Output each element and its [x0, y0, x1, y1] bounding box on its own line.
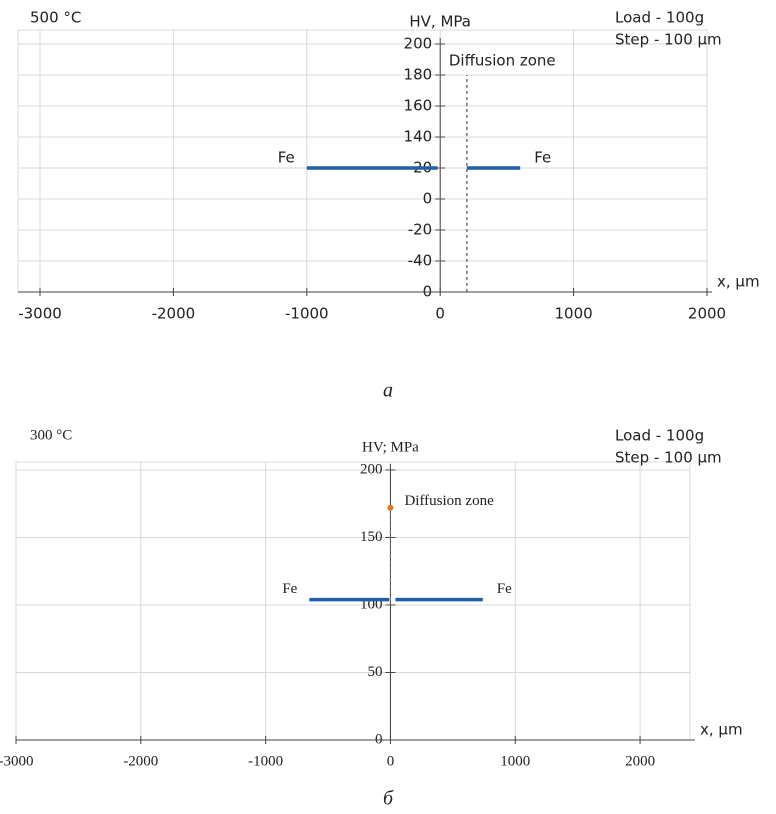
x-tick-label: -2000 [152, 305, 196, 323]
annotation: Diffusion zone [449, 52, 556, 70]
y-tick-label: 150 [360, 529, 383, 545]
note: Step - 100 µm [615, 31, 722, 49]
x-tick-label: 1000 [555, 305, 593, 323]
chart-title: 500 °C [30, 9, 81, 27]
y-tick-label: 140 [404, 128, 433, 146]
y-axis-label: HV, MPa [409, 13, 471, 31]
x-tick-label: 2000 [688, 305, 726, 323]
x-tick-label: -2000 [123, 753, 158, 769]
series-label: Fe [534, 149, 551, 167]
series-label: Fe [278, 149, 295, 167]
caption: б [383, 788, 394, 810]
y-tick-label: 50 [367, 664, 382, 680]
y-tick-label: -20 [408, 221, 433, 239]
y-tick-label: 0 [375, 731, 383, 747]
x-tick-label: 0 [387, 753, 395, 769]
x-tick-label: 1000 [500, 753, 530, 769]
point [387, 504, 394, 511]
series-label: Fe [497, 581, 512, 597]
series-label: Fe [282, 581, 297, 597]
y-tick-label: -40 [408, 252, 433, 270]
caption: a [383, 380, 393, 402]
y-axis-label: HV; MPa [362, 439, 419, 455]
plot-frame [17, 29, 708, 293]
y-tick-label: 200 [360, 461, 383, 477]
y-tick-label: 200 [404, 35, 433, 53]
x-tick-label: 2000 [625, 753, 655, 769]
x-tick-label: -3000 [0, 753, 34, 769]
x-tick-label: -1000 [285, 305, 329, 323]
annotation: Diffusion zone [404, 493, 494, 509]
x-axis-label: x, µm [700, 721, 743, 739]
y-tick-label: 0 [423, 190, 433, 208]
chart-title: 300 °C [30, 427, 72, 443]
note: Step - 100 µm [615, 449, 722, 467]
x-tick-label: -3000 [18, 305, 62, 323]
x-tick-label: -1000 [248, 753, 283, 769]
note: Load - 100g [615, 9, 704, 27]
x-axis-label: x, µm [717, 273, 760, 291]
y-tick-label: 180 [404, 66, 433, 84]
note: Load - 100g [615, 427, 704, 445]
x-tick-label: 0 [435, 305, 445, 323]
y-tick-label: 160 [404, 97, 433, 115]
